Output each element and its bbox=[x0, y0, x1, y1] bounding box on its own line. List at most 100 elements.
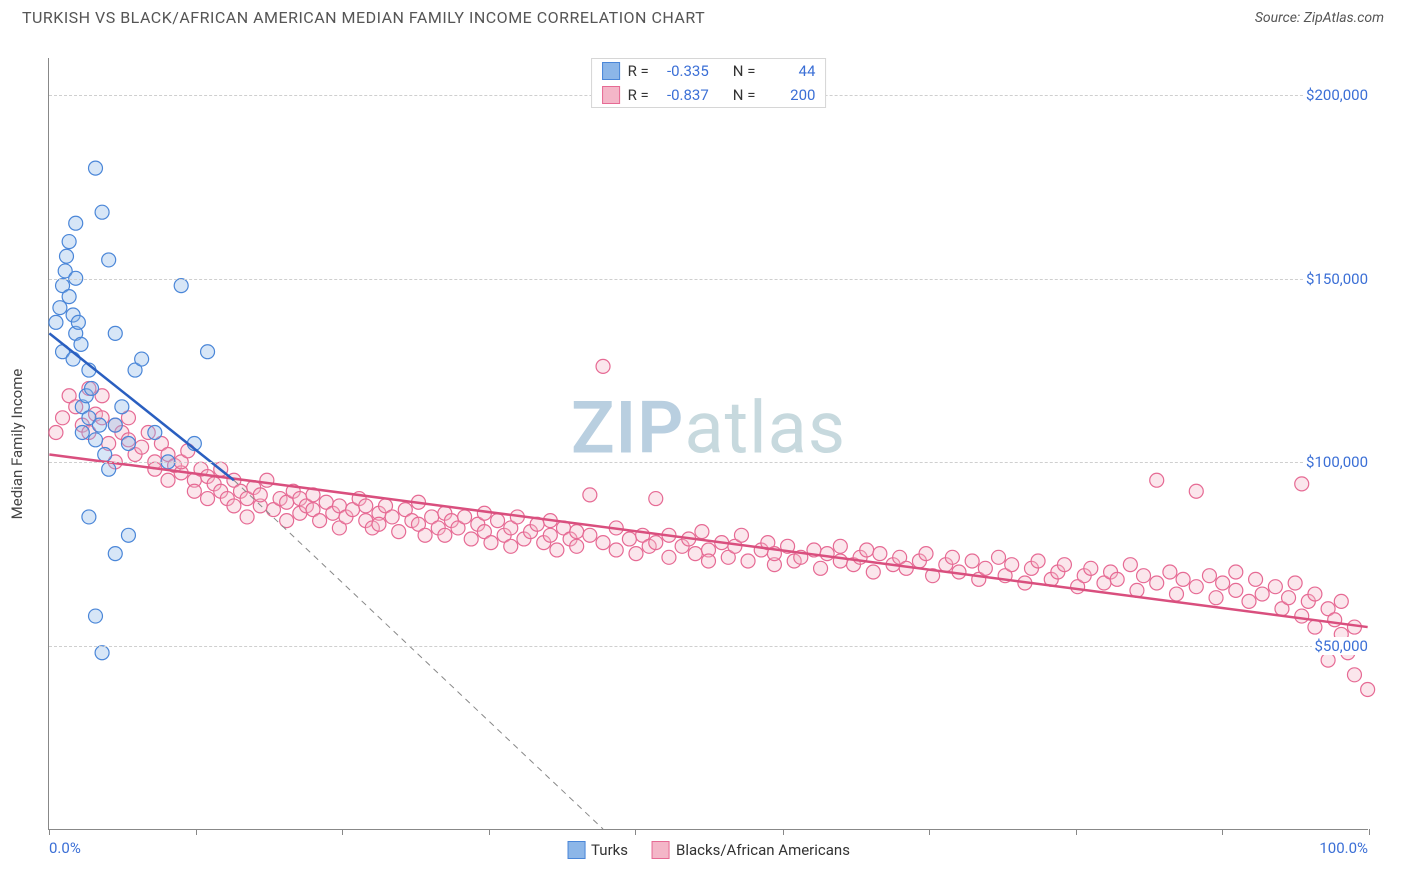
data-point bbox=[1137, 569, 1151, 583]
data-point bbox=[1170, 587, 1184, 601]
data-point bbox=[570, 539, 584, 553]
data-point bbox=[121, 437, 135, 451]
data-point bbox=[1255, 587, 1269, 601]
data-point bbox=[359, 499, 373, 513]
data-point bbox=[1282, 591, 1296, 605]
scatter-svg bbox=[49, 58, 1368, 829]
data-point bbox=[95, 205, 109, 219]
data-point bbox=[570, 525, 584, 539]
data-point bbox=[62, 235, 76, 249]
series-label-blacks: Blacks/African Americans bbox=[676, 841, 850, 859]
data-point bbox=[89, 433, 103, 447]
legend-swatch-turks-2 bbox=[567, 841, 585, 859]
data-point bbox=[1242, 594, 1256, 608]
data-point bbox=[85, 381, 99, 395]
chart-plot-area: Median Family Income ZIPatlas R = -0.335… bbox=[48, 58, 1368, 830]
data-point bbox=[1057, 558, 1071, 572]
gridline bbox=[49, 279, 1368, 280]
legend-R-label: R = bbox=[628, 86, 649, 104]
x-tick bbox=[49, 829, 50, 835]
x-tick bbox=[1222, 829, 1223, 835]
correlation-legend-box: R = -0.335 N = 44 R = -0.837 N = 200 bbox=[591, 58, 827, 108]
data-point bbox=[82, 510, 96, 524]
data-point bbox=[313, 514, 327, 528]
data-point bbox=[543, 528, 557, 542]
x-axis-max-label: 100.0% bbox=[1319, 839, 1368, 857]
data-point bbox=[695, 525, 709, 539]
data-point bbox=[814, 561, 828, 575]
data-point bbox=[1031, 554, 1045, 568]
data-point bbox=[92, 418, 106, 432]
data-point bbox=[688, 547, 702, 561]
data-point bbox=[187, 484, 201, 498]
x-tick bbox=[635, 829, 636, 835]
data-point bbox=[1334, 594, 1348, 608]
data-point bbox=[491, 514, 505, 528]
y-tick-label: $100,000 bbox=[1304, 453, 1370, 471]
data-point bbox=[583, 528, 597, 542]
data-point bbox=[418, 528, 432, 542]
data-point bbox=[121, 528, 135, 542]
source-attribution: Source: ZipAtlas.com bbox=[1255, 10, 1384, 26]
data-point bbox=[385, 510, 399, 524]
x-tick bbox=[489, 829, 490, 835]
legend-N-label: N = bbox=[733, 62, 756, 80]
data-point bbox=[1268, 580, 1282, 594]
data-point bbox=[174, 279, 188, 293]
data-point bbox=[115, 400, 129, 414]
x-tick bbox=[196, 829, 197, 835]
data-point bbox=[919, 547, 933, 561]
data-point bbox=[1084, 561, 1098, 575]
data-point bbox=[1295, 609, 1309, 623]
legend-N-blacks: 200 bbox=[763, 86, 815, 104]
data-point bbox=[1150, 473, 1164, 487]
series-label-turks: Turks bbox=[591, 841, 628, 859]
data-point bbox=[833, 554, 847, 568]
data-point bbox=[1288, 576, 1302, 590]
gridline bbox=[49, 646, 1368, 647]
data-point bbox=[372, 517, 386, 531]
legend-N-label: N = bbox=[733, 86, 756, 104]
data-point bbox=[1295, 477, 1309, 491]
data-point bbox=[583, 488, 597, 502]
legend-swatch-turks bbox=[602, 62, 620, 80]
data-point bbox=[596, 359, 610, 373]
x-tick bbox=[1076, 829, 1077, 835]
data-point bbox=[741, 554, 755, 568]
gridline bbox=[49, 462, 1368, 463]
data-point bbox=[649, 536, 663, 550]
data-point bbox=[1150, 576, 1164, 590]
legend-R-turks: -0.335 bbox=[657, 62, 709, 80]
data-point bbox=[1347, 668, 1361, 682]
x-tick bbox=[929, 829, 930, 835]
data-point bbox=[464, 532, 478, 546]
data-point bbox=[734, 528, 748, 542]
data-point bbox=[504, 539, 518, 553]
data-point bbox=[438, 528, 452, 542]
data-point bbox=[71, 315, 85, 329]
x-tick bbox=[342, 829, 343, 835]
regression-line bbox=[49, 455, 1367, 628]
x-axis-min-label: 0.0% bbox=[49, 839, 81, 857]
data-point bbox=[74, 337, 88, 351]
data-point bbox=[1189, 484, 1203, 498]
data-point bbox=[240, 510, 254, 524]
legend-swatch-blacks-2 bbox=[652, 841, 670, 859]
data-point bbox=[1308, 587, 1322, 601]
series-legend: Turks Blacks/African Americans bbox=[567, 841, 850, 859]
data-point bbox=[95, 646, 109, 660]
data-point bbox=[280, 514, 294, 528]
data-point bbox=[75, 425, 89, 439]
data-point bbox=[702, 554, 716, 568]
data-point bbox=[820, 547, 834, 561]
data-point bbox=[227, 499, 241, 513]
series-legend-blacks: Blacks/African Americans bbox=[652, 841, 850, 859]
data-point bbox=[89, 161, 103, 175]
data-point bbox=[49, 425, 63, 439]
data-point bbox=[98, 448, 112, 462]
y-tick-label: $200,000 bbox=[1304, 86, 1370, 104]
data-point bbox=[253, 488, 267, 502]
data-point bbox=[49, 315, 63, 329]
data-point bbox=[866, 565, 880, 579]
data-point bbox=[1202, 569, 1216, 583]
